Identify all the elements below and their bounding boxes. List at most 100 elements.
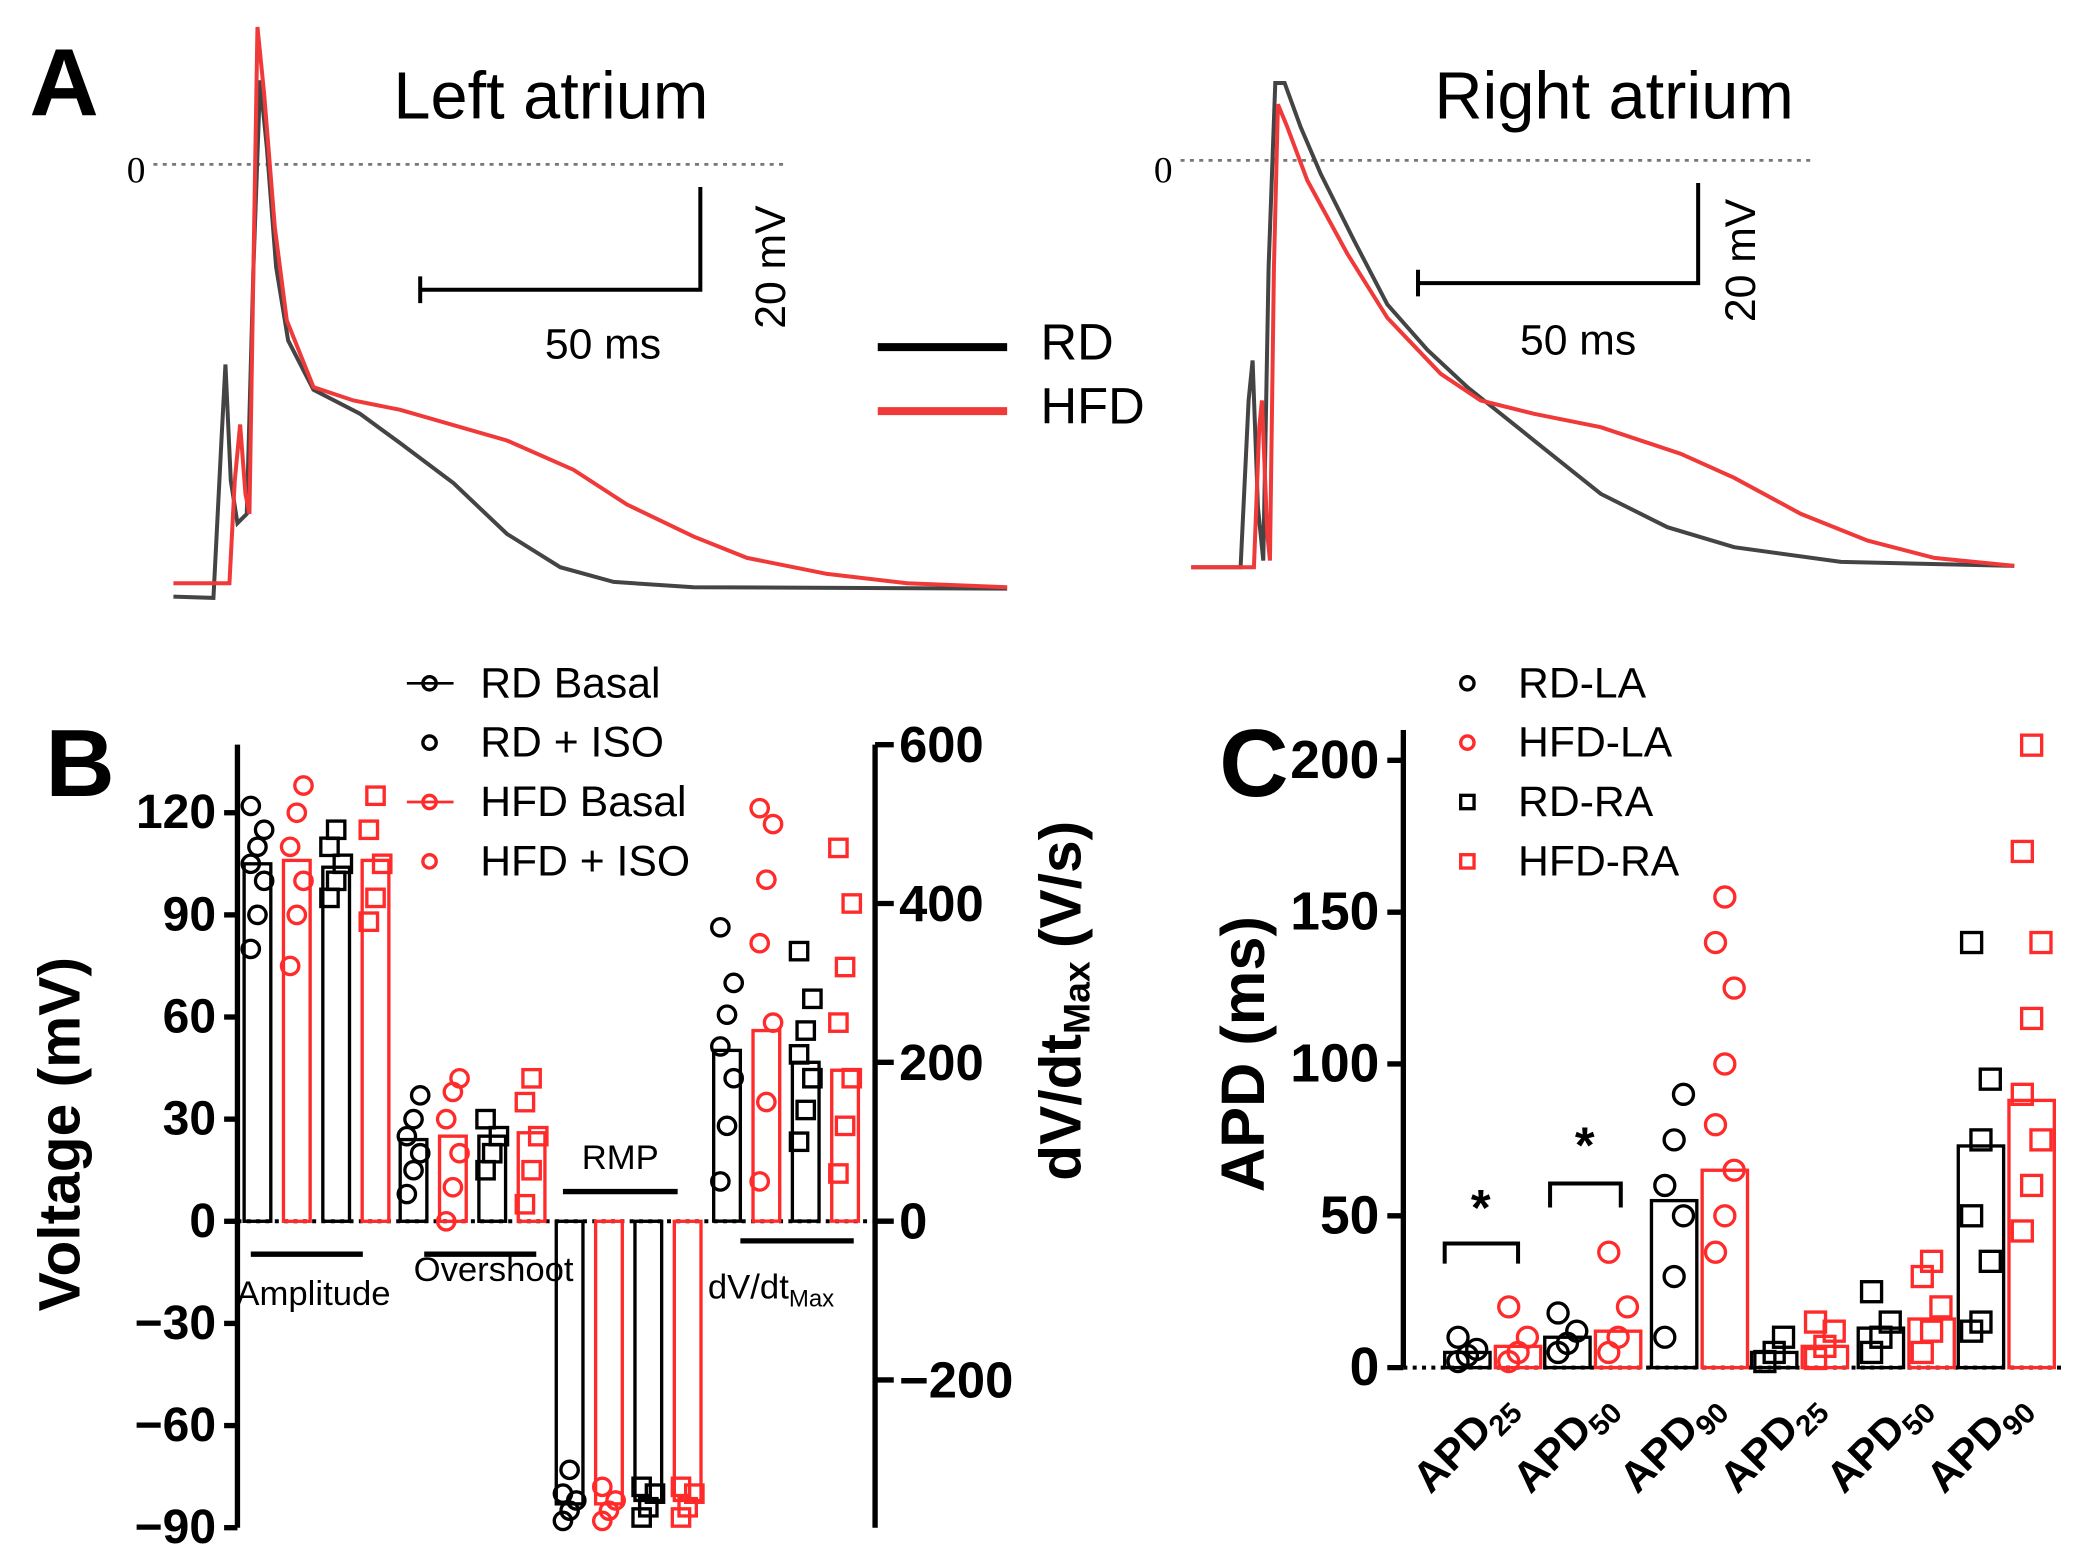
- legend-label: RD + ISO: [480, 719, 664, 767]
- point: [521, 1159, 542, 1181]
- legend-label: HFD: [1041, 377, 1145, 434]
- point: [358, 819, 380, 841]
- bar: [1700, 1168, 1750, 1370]
- y2-tick-label: 400: [899, 875, 984, 932]
- point: [788, 1131, 810, 1153]
- y2-axis-label-unit: (V/s): [1028, 821, 1093, 948]
- point: [795, 1099, 817, 1121]
- scale-bar: [1416, 183, 1701, 297]
- point: [371, 853, 393, 875]
- scale-label: 50 ms: [545, 320, 661, 368]
- point: [723, 972, 745, 994]
- point: [631, 1476, 652, 1498]
- point: [1919, 1249, 1944, 1274]
- panel-label: C: [1219, 710, 1288, 817]
- bar: [360, 858, 391, 1223]
- bar: [281, 858, 312, 1223]
- bar: [1649, 1198, 1699, 1370]
- y-tick-label: 200: [1290, 731, 1379, 790]
- point: [591, 1510, 613, 1532]
- bar: [751, 1028, 782, 1223]
- point: [442, 1176, 464, 1198]
- trace: [173, 26, 1008, 590]
- point: [332, 853, 354, 875]
- point: [1446, 1325, 1470, 1349]
- panel-title: Right atrium: [1434, 59, 1794, 133]
- point: [756, 1091, 777, 1113]
- point: [325, 870, 347, 892]
- legend-marker: [421, 793, 438, 811]
- point: [527, 1125, 549, 1147]
- point: [749, 1171, 771, 1192]
- point: [1919, 1319, 1944, 1343]
- point: [605, 1490, 626, 1511]
- point: [1465, 1337, 1489, 1362]
- y2-axis-label: dV/dtMax (V/s): [1028, 821, 1098, 1181]
- point: [240, 938, 262, 960]
- point: [2029, 930, 2053, 955]
- x-tick-label: APD90: [1610, 1381, 1735, 1506]
- legend-label: RD-LA: [1518, 659, 1647, 707]
- point: [319, 836, 340, 858]
- legend-marker: [421, 674, 438, 692]
- bar: [516, 1131, 547, 1223]
- point: [1910, 1340, 1934, 1365]
- point: [409, 1084, 431, 1106]
- point: [802, 1067, 823, 1089]
- point: [670, 1476, 692, 1498]
- point: [403, 1159, 424, 1181]
- point: [1703, 1113, 1728, 1137]
- x-tick-label: APD50: [1817, 1381, 1942, 1506]
- y-axis-label: APD (ms): [1209, 916, 1278, 1192]
- panel-label: B: [45, 710, 114, 817]
- point: [1878, 1310, 1902, 1334]
- trace: [173, 80, 1008, 600]
- bar: [830, 1068, 861, 1223]
- significance-bracket: [1442, 1241, 1521, 1264]
- point: [828, 1163, 849, 1184]
- point: [1653, 1173, 1677, 1198]
- zero-label: 0: [1154, 151, 1173, 192]
- point: [279, 836, 301, 858]
- panel-label: A: [29, 29, 98, 136]
- significance-mark: *: [1575, 1116, 1595, 1173]
- point: [521, 1067, 542, 1089]
- point: [1546, 1301, 1570, 1325]
- point: [325, 819, 347, 841]
- panel-title: Left atrium: [393, 59, 708, 133]
- point: [723, 1067, 745, 1089]
- legend-marker: [421, 734, 438, 751]
- bar: [1593, 1329, 1643, 1370]
- legend-label: HFD Basal: [480, 778, 686, 826]
- legend-label: HFD-RA: [1518, 837, 1680, 885]
- legend-marker: [1459, 793, 1476, 811]
- point: [2019, 1006, 2044, 1031]
- point: [749, 932, 771, 954]
- y-tick-label: −30: [135, 1297, 216, 1350]
- point: [247, 836, 268, 858]
- point: [1859, 1280, 1884, 1304]
- legend-marker: [1459, 674, 1476, 692]
- point: [1497, 1295, 1521, 1319]
- point: [841, 1067, 863, 1089]
- point: [834, 956, 856, 978]
- point: [286, 802, 308, 824]
- bar: [672, 1219, 703, 1503]
- point: [1959, 930, 1984, 955]
- trace: [1191, 103, 2015, 570]
- point: [788, 1044, 810, 1065]
- legend-label: RD Basal: [480, 659, 660, 707]
- y2-tick-label: 600: [899, 716, 984, 773]
- y-tick-label: −60: [135, 1399, 216, 1452]
- x-tick-label: APD90: [1917, 1381, 2042, 1506]
- point: [514, 1193, 536, 1215]
- y-tick-label: 90: [163, 888, 216, 941]
- point: [449, 1142, 470, 1164]
- bar: [633, 1219, 664, 1503]
- y2-axis-label-base: dV/dt: [1028, 1034, 1093, 1181]
- point: [598, 1500, 620, 1522]
- point: [716, 1115, 738, 1137]
- legend-label: RD-RA: [1518, 778, 1654, 826]
- y-tick-label: 100: [1290, 1034, 1379, 1093]
- point: [710, 1036, 731, 1057]
